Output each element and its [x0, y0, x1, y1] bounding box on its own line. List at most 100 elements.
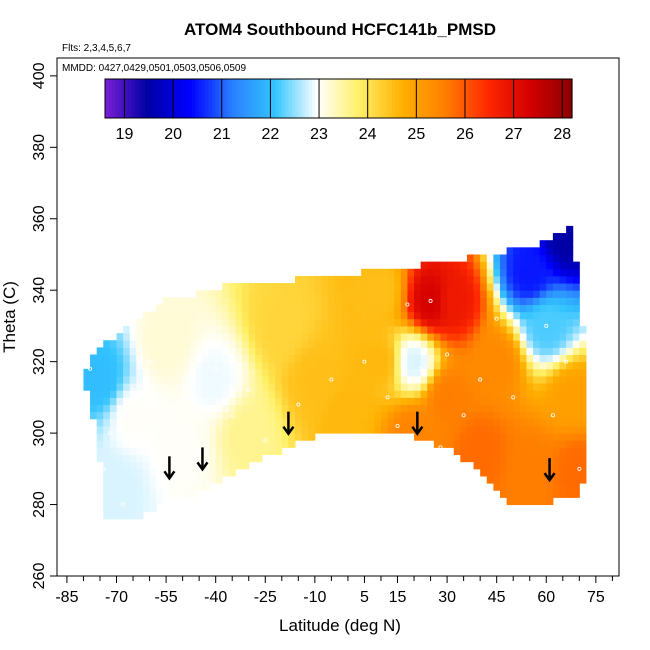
heatmap-cell	[552, 297, 560, 305]
heatmap-cell	[506, 275, 514, 284]
heatmap-cell	[420, 361, 428, 370]
heatmap-cell	[242, 354, 250, 363]
heatmap-cell	[539, 497, 547, 506]
heatmap-cell	[380, 368, 389, 377]
heatmap-cell	[493, 447, 501, 456]
heatmap-cell	[268, 383, 276, 391]
heatmap-cell	[486, 440, 494, 448]
heatmap-cell	[308, 404, 316, 413]
heatmap-cell	[493, 275, 501, 284]
heatmap-cell	[486, 261, 494, 270]
heatmap-cell	[466, 433, 475, 441]
heatmap-cell	[321, 325, 329, 334]
heatmap-cell	[473, 461, 481, 470]
heatmap-cell	[136, 325, 144, 334]
heatmap-cell	[480, 261, 488, 270]
heatmap-cell	[156, 468, 164, 477]
colorbar-swatch	[335, 79, 340, 118]
heatmap-cell	[235, 461, 243, 470]
y-tick-label: 280	[31, 491, 48, 518]
heatmap-cell	[123, 490, 131, 498]
heatmap-cell	[176, 361, 184, 370]
heatmap-cell	[328, 318, 336, 327]
heatmap-cell	[566, 347, 574, 356]
heatmap-cell	[341, 347, 349, 356]
heatmap-cell	[149, 318, 157, 327]
heatmap-cell	[433, 397, 441, 406]
sample-point	[101, 466, 106, 471]
heatmap-cell	[367, 418, 375, 427]
heatmap-cell	[182, 318, 190, 327]
heatmap-cell	[242, 325, 250, 334]
heatmap-cell	[579, 404, 587, 413]
heatmap-cell	[222, 375, 230, 384]
heatmap-cell	[407, 297, 415, 305]
heatmap-cell	[440, 261, 448, 270]
heatmap-cell	[387, 325, 395, 334]
heatmap-cell	[242, 425, 250, 434]
heatmap-cell	[559, 454, 567, 463]
heatmap-cell	[374, 390, 382, 398]
heatmap-cell	[156, 318, 164, 327]
heatmap-cell	[526, 454, 534, 463]
heatmap-cell	[533, 418, 541, 427]
heatmap-cell	[228, 283, 237, 291]
heatmap-cell	[552, 375, 560, 384]
heatmap-cell	[314, 404, 322, 413]
heatmap-cell	[215, 325, 223, 334]
heatmap-cell	[367, 375, 375, 384]
heatmap-cell	[579, 333, 587, 341]
colorbar-swatch	[118, 79, 123, 118]
heatmap-cell	[533, 354, 541, 363]
colorbar-swatch	[415, 79, 420, 118]
heatmap-cell	[420, 433, 428, 441]
heatmap-cell	[460, 290, 468, 298]
heatmap-cell	[116, 490, 124, 498]
arrow-markers	[163, 411, 556, 483]
heatmap-cell	[162, 461, 170, 470]
heatmap-cell	[222, 411, 230, 420]
colorbar-swatch	[508, 79, 513, 118]
colorbar-swatch	[281, 79, 286, 118]
colorbar-tick-label: 21	[213, 126, 231, 143]
heatmap-cell	[380, 404, 389, 413]
heatmap-cell	[354, 275, 362, 284]
heatmap-cell	[493, 261, 501, 270]
heatmap-cell	[486, 325, 494, 334]
colorbar-swatch	[235, 79, 240, 118]
heatmap-cell	[116, 475, 124, 484]
heatmap-cell	[460, 283, 468, 291]
heatmap-cell	[103, 497, 111, 506]
heatmap-cell	[374, 418, 382, 427]
colorbar-swatches	[105, 79, 573, 118]
heatmap-cell	[539, 261, 547, 270]
heatmap-cell	[182, 390, 190, 398]
heatmap-cell	[288, 361, 296, 370]
heatmap-cell	[235, 383, 243, 391]
heatmap-cell	[367, 333, 375, 341]
heatmap-cell	[123, 368, 131, 377]
heatmap-cell	[123, 418, 131, 427]
heatmap-cell	[162, 375, 170, 384]
heatmap-cell	[572, 375, 580, 384]
heatmap-cell	[195, 375, 203, 384]
heatmap-cell	[427, 375, 435, 384]
colorbar-swatch	[318, 79, 323, 118]
heatmap-cell	[156, 454, 164, 463]
heatmap-cell	[281, 397, 289, 406]
heatmap-cell	[473, 397, 481, 406]
heatmap-cell	[129, 433, 137, 441]
heatmap-cell	[308, 347, 316, 356]
heatmap-cell	[566, 297, 574, 305]
heatmap-cell	[182, 325, 190, 334]
colorbar-swatch	[488, 79, 493, 118]
heatmap-cell	[433, 325, 441, 334]
heatmap-cell	[341, 290, 349, 298]
heatmap-cell	[314, 333, 322, 341]
heatmap-cell	[202, 418, 210, 427]
x-axis-label: Latitude (deg N)	[279, 616, 401, 635]
heatmap-cell	[142, 468, 151, 477]
heatmap-cell	[559, 254, 567, 263]
heatmap-cell	[222, 333, 230, 341]
heatmap-cell	[202, 333, 210, 341]
